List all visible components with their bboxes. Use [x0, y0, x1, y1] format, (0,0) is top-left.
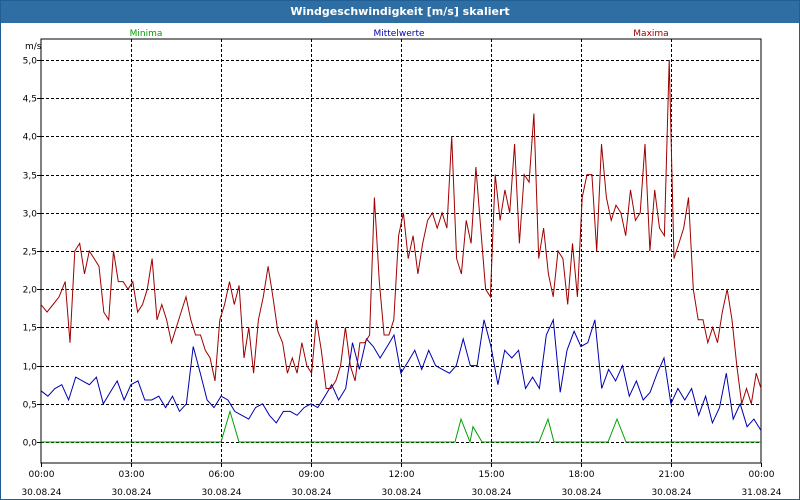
series-line-min	[41, 409, 761, 444]
x-tick-labels: 00:00 30.08.24 03:00 30.08.24 06:00 30.08.24 0…	[21, 470, 781, 498]
wind-speed-chart: 0,0 0,5 1,0 1,5 2,0 2,5 3,0 3,5 4,0 4,5 5,0 00:00 3…	[21, 29, 781, 498]
series-line-mean	[40, 317, 762, 431]
x-tick-date: 30.08.24	[381, 488, 421, 498]
y-tick-label: 3,0	[23, 210, 38, 220]
x-tick-date: 31.08.24	[741, 488, 781, 498]
x-tick-time: 21:00	[659, 470, 685, 480]
y-tick-label: 1,0	[23, 363, 38, 373]
legend-maxima: Maxima	[633, 29, 668, 39]
grid-layer	[41, 39, 761, 463]
x-tick-time: 09:00	[299, 470, 325, 480]
y-tick-label: 1,5	[23, 324, 37, 334]
x-tick-date: 30.08.24	[201, 488, 241, 498]
x-tick-time: 18:00	[569, 470, 595, 480]
x-tick-time: 06:00	[209, 470, 235, 480]
series-line-max	[40, 59, 762, 404]
x-tick-time: 00:00	[749, 470, 775, 480]
x-tick-time: 12:00	[389, 470, 415, 480]
legend-minima: Minima	[130, 29, 163, 39]
y-tick-label: 5,0	[23, 57, 38, 67]
y-tick-label: 2,0	[23, 286, 38, 296]
y-tick-label: 2,5	[23, 248, 37, 258]
window-title: Windgeschwindigkeit [m/s] skaliert	[1, 1, 799, 23]
x-tick-date: 30.08.24	[471, 488, 511, 498]
x-tick-date: 30.08.24	[291, 488, 331, 498]
y-axis-label: m/s	[25, 42, 42, 52]
x-tick-date: 30.08.24	[651, 488, 691, 498]
axes-layer	[37, 38, 762, 467]
y-tick-label: 3,5	[23, 172, 37, 182]
x-tick-date: 30.08.24	[111, 488, 151, 498]
y-tick-label: 4,0	[23, 133, 38, 143]
y-tick-label: 4,5	[23, 95, 37, 105]
series-lines	[40, 59, 762, 444]
x-tick-time: 00:00	[29, 470, 55, 480]
x-tick-time: 15:00	[479, 470, 505, 480]
y-tick-labels: 0,0 0,5 1,0 1,5 2,0 2,5 3,0 3,5 4,0 4,5 5,0	[23, 57, 38, 449]
y-tick-label: 0,5	[23, 401, 37, 411]
x-tick-time: 03:00	[119, 470, 145, 480]
x-tick-date: 30.08.24	[21, 488, 61, 498]
y-tick-label: 0,0	[23, 439, 38, 449]
x-tick-date: 30.08.24	[561, 488, 601, 498]
legend-mittelwerte: Mittelwerte	[373, 29, 424, 39]
